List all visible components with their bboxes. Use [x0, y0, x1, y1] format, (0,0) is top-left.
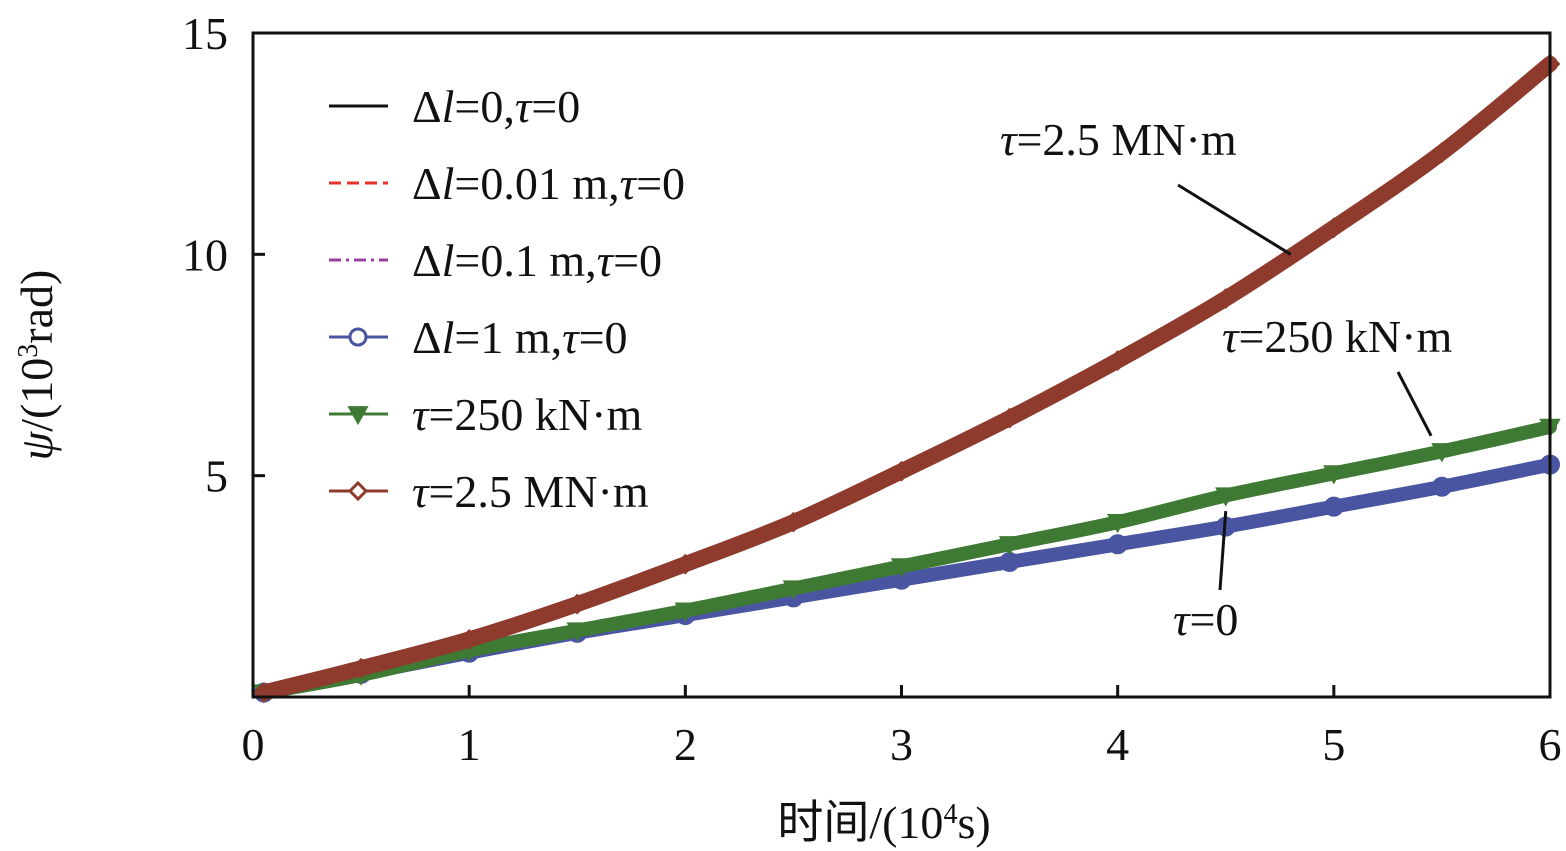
- x-tick-label: 0: [242, 719, 265, 770]
- data-point: [1431, 142, 1453, 163]
- annotation: τ=2.5 MN·m: [1000, 114, 1292, 256]
- legend-item: τ=250 kN·m: [329, 389, 642, 440]
- data-point: [350, 657, 372, 679]
- data-point: [1323, 496, 1344, 517]
- data-point: [1106, 513, 1129, 534]
- legend-label: Δl=0.1 m,τ=0: [412, 235, 662, 286]
- data-point: [998, 536, 1021, 556]
- legend-marker: [347, 406, 369, 426]
- legend-label: Δl=0.01 m,τ=0: [412, 158, 685, 209]
- annotation-leader: [1218, 510, 1228, 591]
- data-point: [566, 622, 588, 642]
- annotations: τ=2.5 MN·m τ=250 kN·m τ=0: [1000, 114, 1452, 645]
- y-tick-label: 10: [182, 229, 228, 280]
- x-tick-label: 6: [1539, 719, 1562, 770]
- legend-item: Δl=1 m,τ=0: [329, 312, 628, 363]
- plot-area: [253, 53, 1561, 704]
- data-point: [890, 558, 913, 578]
- legend-label: τ=2.5 MN·m: [412, 466, 649, 517]
- annotation: τ=0: [1173, 510, 1238, 645]
- legend-item: Δl=0.1 m,τ=0: [329, 235, 662, 286]
- legend-item: Δl=0.01 m,τ=0: [329, 158, 685, 209]
- data-point: [1431, 443, 1453, 463]
- data-point: [1323, 465, 1345, 485]
- x-axis-label: 时间/(104s): [777, 797, 990, 848]
- annotation-label: τ=2.5 MN·m: [1000, 114, 1237, 165]
- data-point: [1431, 476, 1452, 497]
- x-tick-label: 4: [1106, 719, 1129, 770]
- legend-marker: [348, 327, 368, 347]
- x-tick-label: 5: [1322, 719, 1345, 770]
- y-tick-label: 5: [205, 451, 228, 502]
- axes: 0 1 2 3 4 5 6 5 10 15 时间/(104s) ψ/(103rad): [11, 8, 1562, 848]
- data-point: [782, 580, 805, 600]
- data-point: [674, 602, 697, 622]
- data-point: [999, 407, 1020, 429]
- legend-item: τ=2.5 MN·m: [329, 466, 649, 517]
- data-point: [891, 460, 912, 482]
- legend-label: Δl=1 m,τ=0: [412, 312, 628, 363]
- data-point: [1215, 487, 1237, 507]
- x-tick-label: 3: [890, 719, 913, 770]
- y-axis-label: ψ/(103rad): [11, 270, 62, 461]
- data-point: [1323, 217, 1345, 239]
- annotation-label: τ=250 kN·m: [1222, 311, 1452, 362]
- data-point: [458, 629, 480, 650]
- data-point: [674, 553, 696, 575]
- legend-label: τ=250 kN·m: [412, 389, 642, 440]
- legend-label: Δl=0,τ=0: [412, 81, 580, 132]
- legend-item: Δl=0,τ=0: [329, 81, 580, 132]
- legend-marker: [347, 480, 369, 502]
- series-5: [253, 53, 1561, 703]
- plot-frame: [251, 31, 1552, 699]
- data-point: [566, 593, 588, 615]
- legend: Δl=0,τ=0 Δl=0.01 m,τ=0 Δl=0.1 m,τ=0 Δl=1 m,…: [329, 81, 685, 517]
- x-tick-label: 1: [458, 719, 481, 770]
- x-tick-label: 2: [674, 719, 697, 770]
- annotation-label: τ=0: [1173, 594, 1238, 645]
- annotation: τ=250 kN·m: [1222, 311, 1452, 437]
- y-tick-label: 15: [182, 8, 228, 59]
- annotation-leader: [1396, 371, 1433, 437]
- data-point: [1215, 288, 1237, 310]
- data-point: [1107, 350, 1129, 371]
- data-point: [999, 551, 1020, 572]
- data-point: [783, 511, 804, 533]
- data-point: [1107, 534, 1128, 555]
- annotation-leader: [1177, 183, 1292, 256]
